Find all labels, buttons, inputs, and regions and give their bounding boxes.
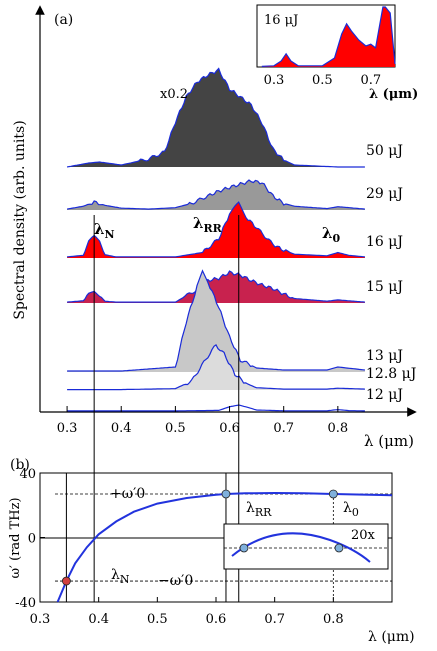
spectrum-fill-4 <box>67 270 365 372</box>
spectrum-fill-3 <box>67 271 365 303</box>
x-ticks-a: 0.3 0.4 0.5 0.6 0.7 0.8 <box>57 406 348 436</box>
spectrum-fill-5 <box>67 344 365 390</box>
spectrum-line-1 <box>66 179 365 210</box>
zoom-point-0 <box>334 543 344 553</box>
xtick-label-a-0: 0.3 <box>57 421 78 436</box>
energy-label-5: 12.8 μJ <box>366 366 416 382</box>
ticks-b: 0.3 0.4 0.5 0.6 0.7 0.8 -40 0 40 <box>15 467 344 627</box>
zoom-inset: 20x <box>223 523 389 570</box>
xtick-label-a-5: 0.8 <box>328 421 349 436</box>
xtick-label-b-5: 0.8 <box>323 612 344 627</box>
dispersion-line <box>56 491 393 603</box>
xtick-label-b-4: 0.7 <box>264 612 285 627</box>
energy-label-2: 16 μJ <box>366 234 403 250</box>
energy-label-3: 15 μJ <box>366 279 403 295</box>
panel-b-label: (b) <box>10 457 30 473</box>
spectrum-line-6 <box>67 404 365 412</box>
spectrum-line-5 <box>67 344 365 391</box>
lambda-n-label-b: λN <box>111 567 130 586</box>
xtick-label-b-0: 0.3 <box>30 612 51 627</box>
energy-label-1: 29 μJ <box>366 186 403 202</box>
zoom-point-rr <box>239 543 249 553</box>
inset-trace <box>261 6 396 67</box>
inset-xtick-label-1: 0.5 <box>312 73 333 88</box>
panel-a: (a) Spectral density (arb. units) λ (μm)… <box>12 4 418 602</box>
marker-point-2 <box>328 489 338 499</box>
energy-label-0: 50 μJ <box>366 143 403 159</box>
zoom-label: 20x <box>351 528 376 543</box>
lambda-rr-label-b: λRR <box>246 500 272 519</box>
energy-label-4: 13 μJ <box>366 348 403 364</box>
x-axis-label-b: λ (μm) <box>368 629 415 645</box>
spectrum-line-2 <box>67 201 365 258</box>
dispersion-curve <box>56 491 393 603</box>
panel-a-label: (a) <box>54 12 73 28</box>
y-axis-label-b: ω′ (rad THz) <box>8 497 23 578</box>
plus-omega-label: +ω′0 <box>110 486 145 502</box>
energy-labels: 50 μJ 29 μJ 16 μJ 15 μJ 13 μJ 12.8 μJ 12 μJ <box>366 143 416 403</box>
ytick-label-b-1: 0 <box>28 532 36 547</box>
zoom-label-bg <box>342 526 382 542</box>
spectrum-fill-1 <box>67 180 365 210</box>
xtick-label-a-1: 0.4 <box>111 421 132 436</box>
inset-xtick-label-2: 0.7 <box>360 73 381 88</box>
xtick-label-a-2: 0.5 <box>165 421 186 436</box>
zoom-inset-curve <box>231 532 371 563</box>
lambda-n-label-a: λN <box>94 220 115 241</box>
minus-omega-label: −ω′0 <box>158 573 193 589</box>
lambda-0-label-b: λ0 <box>343 500 359 519</box>
inset-title: 16 μJ <box>264 13 298 28</box>
spectrum-line-0 <box>66 67 365 168</box>
inset-x-ticks: 0.3 0.5 0.7 <box>264 73 382 88</box>
guide-lines-a <box>93 215 240 602</box>
x-axis-label-a: λ (μm) <box>364 432 414 450</box>
spectrum-line-4 <box>67 269 365 372</box>
ytick-label-b-0: -40 <box>15 596 36 611</box>
inset-fill <box>261 7 395 67</box>
y-axis-label-a: Spectral density (arb. units) <box>12 120 28 319</box>
inset-line <box>261 6 396 67</box>
lambda-0-label-a: λ0 <box>322 224 341 245</box>
xtick-label-a-4: 0.7 <box>273 421 294 436</box>
xtick-label-a-3: 0.6 <box>219 421 240 436</box>
inset-16uJ: 16 μJ 0.3 0.5 0.7 λ (μm) <box>256 4 418 102</box>
panel-b: (b) ω′ (rad THz) λ (μm) 0.3 0.4 0.5 0.6 0.7 0… <box>8 457 415 645</box>
spectrum-fill-2 <box>67 202 365 258</box>
spectrum-fill-0 <box>67 68 365 167</box>
scale-note: x0.2 <box>160 87 188 102</box>
xtick-label-b-3: 0.6 <box>206 612 227 627</box>
lambda-rr-label-a: λRR <box>193 214 223 235</box>
marker-points <box>62 489 338 586</box>
xtick-label-b-2: 0.5 <box>147 612 168 627</box>
spectra-traces <box>66 67 365 412</box>
energy-label-6: 12 μJ <box>366 387 403 403</box>
marker-point-0 <box>62 576 71 586</box>
marker-point-1 <box>221 489 231 499</box>
inset-x-label: λ (μm) <box>369 87 418 102</box>
inset-xtick-label-0: 0.3 <box>264 73 285 88</box>
spectrum-line-3 <box>67 270 365 303</box>
xtick-label-b-1: 0.4 <box>88 612 109 627</box>
ytick-label-b-2: 40 <box>19 467 36 482</box>
